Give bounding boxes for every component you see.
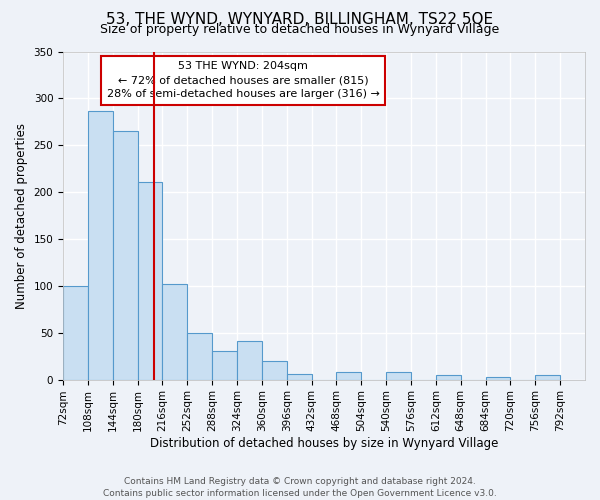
Bar	[163, 284, 187, 380]
Bar	[88, 110, 113, 380]
Bar	[212, 352, 237, 380]
Bar	[187, 332, 212, 380]
X-axis label: Distribution of detached houses by size in Wynyard Village: Distribution of detached houses by size …	[150, 437, 498, 450]
Bar	[63, 286, 88, 380]
Text: 53 THE WYND: 204sqm
← 72% of detached houses are smaller (815)
28% of semi-detac: 53 THE WYND: 204sqm ← 72% of detached ho…	[107, 62, 380, 100]
Text: Size of property relative to detached houses in Wynyard Village: Size of property relative to detached ho…	[100, 22, 500, 36]
Bar	[262, 361, 287, 380]
Bar	[287, 374, 311, 380]
Bar	[137, 182, 163, 380]
Text: Contains HM Land Registry data © Crown copyright and database right 2024.
Contai: Contains HM Land Registry data © Crown c…	[103, 476, 497, 498]
Y-axis label: Number of detached properties: Number of detached properties	[15, 122, 28, 308]
Bar	[237, 341, 262, 380]
Bar	[485, 377, 511, 380]
Bar	[113, 131, 137, 380]
Bar	[386, 372, 411, 380]
Bar	[436, 375, 461, 380]
Bar	[535, 375, 560, 380]
Bar	[337, 372, 361, 380]
Text: 53, THE WYND, WYNYARD, BILLINGHAM, TS22 5QE: 53, THE WYND, WYNYARD, BILLINGHAM, TS22 …	[106, 12, 494, 28]
